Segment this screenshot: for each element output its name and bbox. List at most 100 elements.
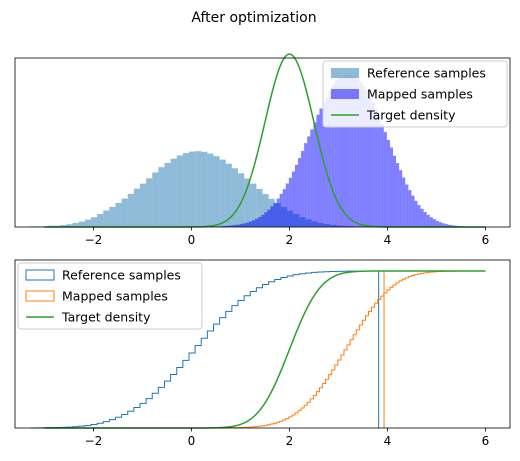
mapped-bar bbox=[316, 114, 320, 227]
mapped-bar bbox=[282, 189, 286, 227]
mapped-bar bbox=[239, 223, 243, 227]
reference-bar bbox=[182, 153, 189, 227]
mapped-bar bbox=[331, 85, 335, 227]
mapped-bar bbox=[353, 77, 357, 227]
x-tick-label: −2 bbox=[85, 233, 103, 247]
mapped-bar bbox=[276, 198, 280, 227]
mapped-bar bbox=[356, 79, 360, 228]
x-tick-label: 4 bbox=[384, 434, 392, 448]
mapped-bar bbox=[261, 214, 265, 227]
legend-swatch bbox=[331, 89, 359, 99]
reference-bar bbox=[201, 151, 208, 227]
top-legend: Reference samples Mapped samples Target de… bbox=[322, 60, 508, 128]
reference-bar bbox=[244, 178, 251, 227]
top-histogram-axes: −2 0 2 4 6 Reference samples Mapped samples Ta… bbox=[14, 53, 511, 247]
x-tick-label: −2 bbox=[85, 434, 103, 448]
x-tick-label: 6 bbox=[482, 233, 490, 247]
reference-bar bbox=[250, 183, 257, 227]
reference-bar bbox=[256, 188, 263, 227]
mapped-bar bbox=[328, 90, 332, 227]
legend-swatch bbox=[25, 290, 55, 302]
reference-bar bbox=[109, 206, 116, 227]
mapped-bar bbox=[411, 195, 415, 227]
mapped-bar bbox=[245, 222, 250, 227]
reference-bar bbox=[195, 151, 202, 227]
mapped-bar bbox=[334, 80, 338, 227]
legend-label: Target density bbox=[61, 310, 151, 325]
reference-bar bbox=[127, 193, 134, 227]
reference-bar bbox=[213, 156, 220, 227]
mapped-bar bbox=[417, 205, 421, 227]
mapped-bar bbox=[264, 212, 268, 227]
x-tick-label: 2 bbox=[286, 233, 294, 247]
mapped-bar bbox=[441, 223, 446, 227]
mapped-bar bbox=[288, 177, 292, 227]
legend-swatch bbox=[331, 68, 359, 78]
reference-bar bbox=[231, 168, 238, 227]
mapped-bar bbox=[368, 96, 372, 227]
reference-bar bbox=[121, 198, 128, 227]
legend-label: Reference samples bbox=[367, 66, 486, 81]
mapped-bar bbox=[337, 77, 341, 227]
reference-bar bbox=[139, 183, 147, 227]
mapped-bar bbox=[445, 224, 449, 227]
mapped-bar bbox=[279, 193, 283, 227]
legend-swatch bbox=[25, 269, 55, 281]
mapped-bar bbox=[386, 139, 390, 227]
mapped-bar bbox=[233, 224, 237, 227]
reference-bar bbox=[262, 194, 269, 227]
mapped-bar bbox=[255, 218, 259, 227]
reference-bar bbox=[66, 224, 73, 227]
bottom-legend: Reference samples Mapped samples Target de… bbox=[17, 262, 203, 330]
mapped-bar bbox=[294, 164, 299, 227]
mapped-bar bbox=[310, 129, 314, 227]
mapped-bar bbox=[420, 208, 424, 227]
legend-box bbox=[322, 60, 508, 128]
mapped-bar bbox=[313, 122, 317, 227]
reference-bar bbox=[237, 173, 245, 227]
mapped-bar bbox=[304, 143, 308, 227]
top-x-ticks: −2 0 2 4 6 bbox=[85, 227, 490, 247]
legend-label: Target density bbox=[366, 108, 456, 123]
mapped-bar bbox=[307, 136, 311, 227]
bottom-cumulative-axes: −2 0 2 4 6 Reference samples Mapped samples Ta… bbox=[14, 259, 511, 448]
reference-bar bbox=[60, 225, 67, 227]
mapped-bar bbox=[285, 183, 289, 227]
mapped-bar bbox=[350, 76, 354, 228]
mapped-bar bbox=[377, 116, 381, 227]
x-tick-label: 2 bbox=[286, 434, 294, 448]
bottom-axes-frame bbox=[14, 259, 511, 429]
mapped-bar bbox=[396, 163, 400, 227]
mapped-bar bbox=[399, 170, 403, 227]
mapped-bar bbox=[273, 202, 277, 227]
mapped-bar bbox=[432, 219, 436, 227]
mapped-bar bbox=[362, 85, 366, 227]
mapped-bar bbox=[258, 217, 262, 227]
mapped-bar bbox=[325, 97, 329, 228]
reference-bar bbox=[146, 178, 153, 227]
reference-bar bbox=[152, 172, 159, 227]
mapped-bar bbox=[448, 224, 452, 227]
reference-bar bbox=[164, 162, 171, 227]
reference-bar bbox=[72, 222, 79, 227]
legend-label: Mapped samples bbox=[367, 87, 473, 102]
mapped-bar bbox=[319, 108, 323, 227]
mapped-bar bbox=[392, 155, 397, 227]
mapped-bar bbox=[426, 214, 430, 227]
mapped-bar bbox=[230, 225, 234, 227]
mapped-bar bbox=[414, 200, 418, 227]
x-tick-label: 6 bbox=[482, 434, 490, 448]
mapped-bar bbox=[301, 150, 305, 227]
reference-bar bbox=[84, 219, 91, 227]
reference-cumulative-step bbox=[29, 270, 380, 429]
mapped-bar bbox=[340, 77, 344, 227]
mapped-bar bbox=[402, 177, 406, 227]
legend-label: Reference samples bbox=[62, 268, 181, 283]
reference-bar bbox=[176, 155, 183, 227]
mapped-bar bbox=[435, 220, 439, 227]
mapped-bar bbox=[298, 158, 302, 227]
mapped-bar bbox=[224, 225, 228, 227]
mapped-bar bbox=[347, 75, 351, 227]
reference-bar bbox=[207, 153, 214, 227]
